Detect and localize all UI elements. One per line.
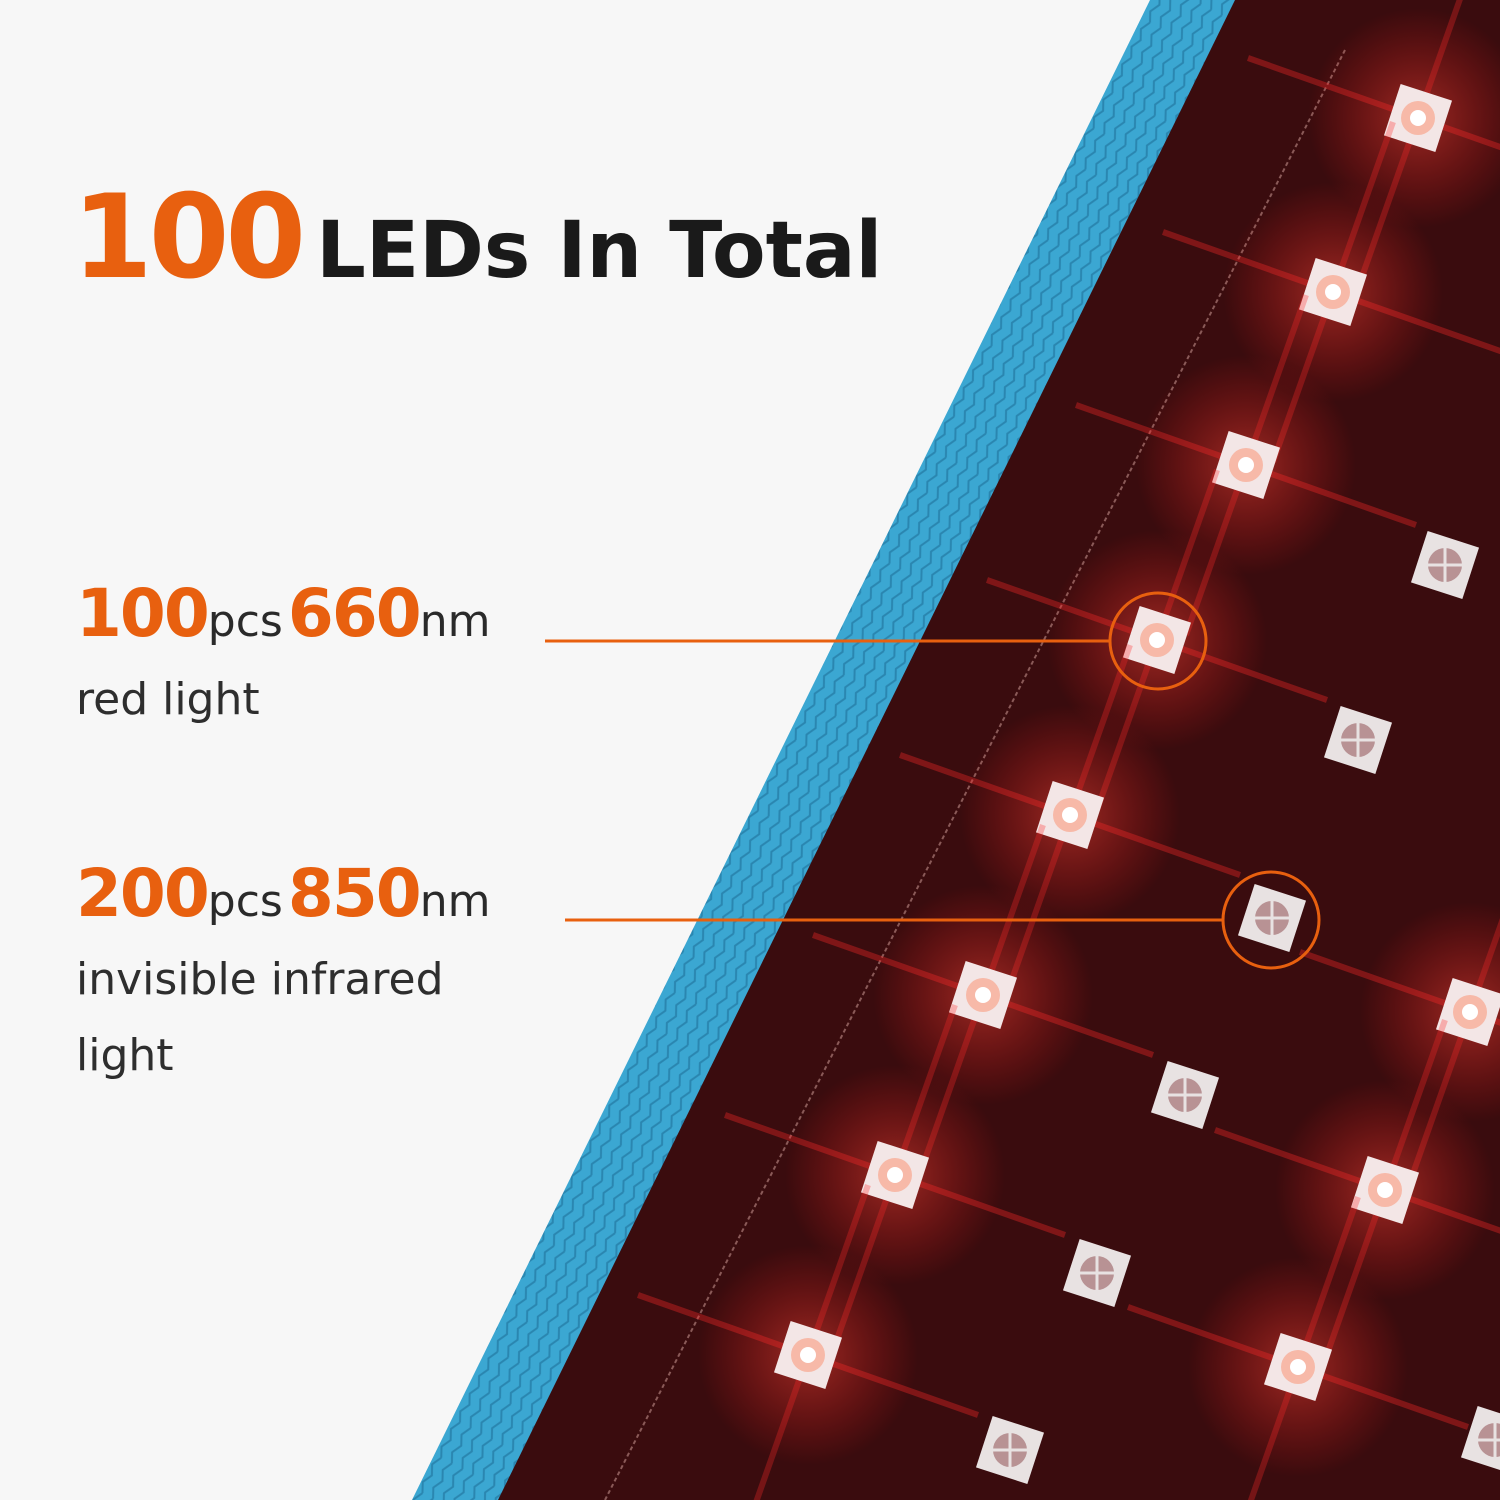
red-led	[1162, 121, 1500, 463]
headline-text: LEDs In Total	[316, 206, 883, 296]
spec-count-unit: pcs	[207, 596, 283, 647]
spec-wavelength-unit: nm	[419, 876, 491, 927]
infrared-led	[975, 1415, 1045, 1485]
infrared-led	[1062, 1238, 1132, 1308]
spec-count: 200	[76, 855, 210, 932]
red-led	[986, 469, 1328, 811]
infrared-led	[1460, 1405, 1500, 1475]
spec-infrared: 200pcs 850nm	[76, 855, 490, 932]
spec-red-description: red light	[76, 674, 260, 725]
spec-infrared-description: invisible infrared light	[76, 954, 444, 1081]
callout-red	[545, 591, 1208, 691]
spec-wavelength: 850	[287, 855, 422, 932]
spec-count: 100	[76, 575, 210, 652]
callout-infrared	[565, 870, 1321, 970]
infrared-led	[1410, 530, 1480, 600]
red-led	[1214, 1019, 1500, 1361]
spec-wavelength: 660	[287, 575, 422, 652]
infrared-led	[1323, 705, 1393, 775]
spec-red: 100pcs 660nm	[76, 575, 490, 652]
spec-wavelength-unit: nm	[419, 596, 491, 647]
infrared-led	[1237, 883, 1307, 953]
red-led	[812, 824, 1154, 1166]
red-led	[637, 1184, 979, 1500]
infrared-led	[1150, 1060, 1220, 1130]
spec-count-unit: pcs	[207, 876, 283, 927]
red-led	[899, 644, 1241, 986]
headline: 100 LEDs In Total	[72, 170, 882, 305]
red-led	[1127, 1196, 1469, 1500]
headline-count: 100	[72, 170, 306, 305]
